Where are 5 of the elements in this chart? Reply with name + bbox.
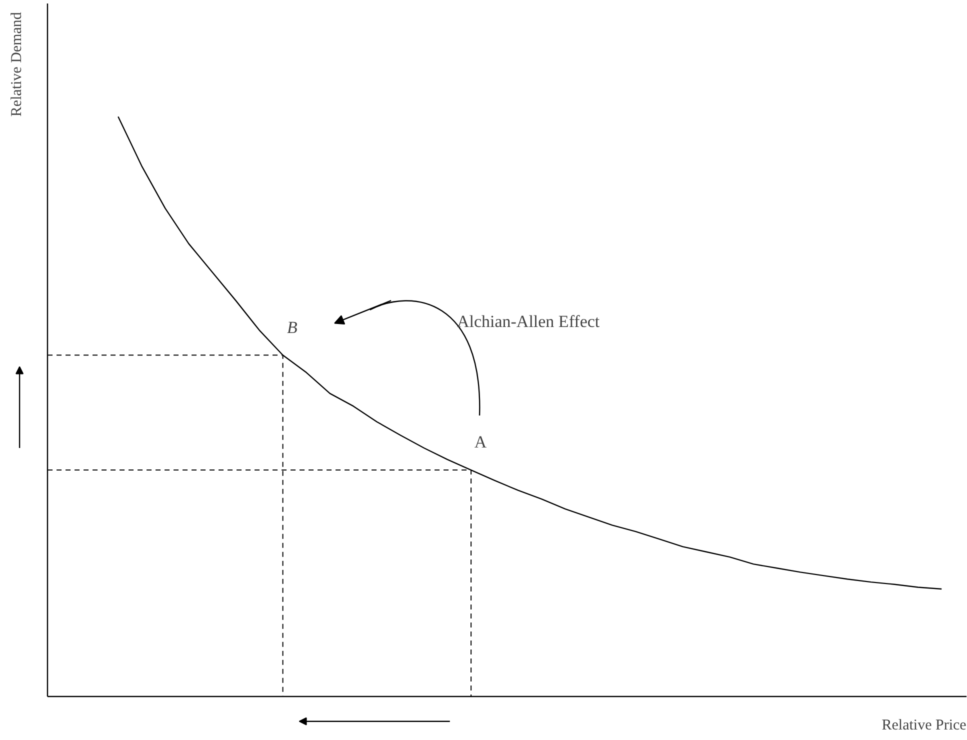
- x-axis-title: Relative Price: [882, 717, 967, 734]
- annotation: B: [287, 318, 298, 337]
- annotation: Alchian-Allen Effect: [456, 312, 600, 331]
- y-axis-title: Relative Demand: [8, 12, 25, 117]
- annotation: A: [474, 432, 488, 452]
